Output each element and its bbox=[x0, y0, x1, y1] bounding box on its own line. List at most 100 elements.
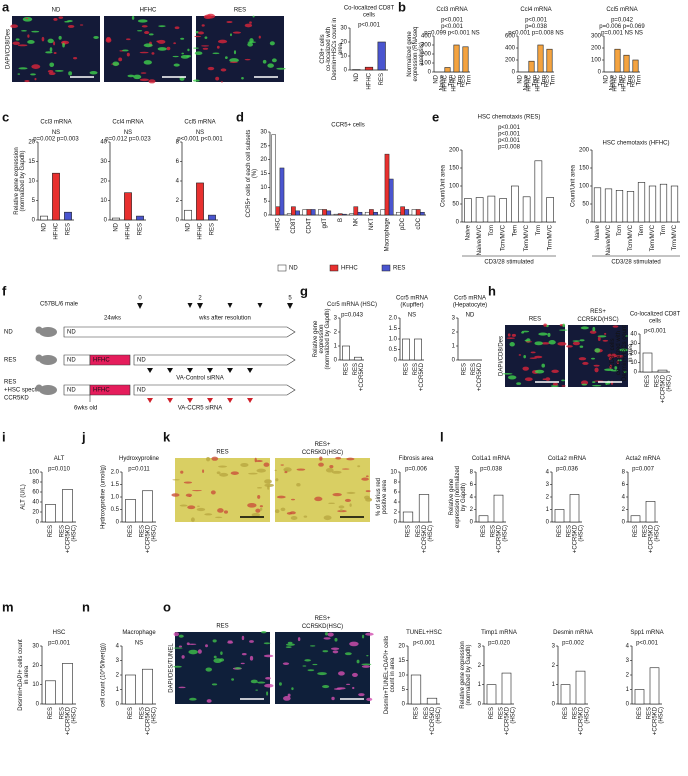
micrograph-feature bbox=[572, 341, 580, 346]
significance-label: ND bbox=[466, 313, 475, 319]
y-tick-label: 3 bbox=[546, 482, 550, 488]
micrograph-feature bbox=[346, 457, 355, 461]
micrograph-feature bbox=[335, 456, 342, 460]
x-tick-label: RES+CCR5KD(HSC) bbox=[59, 706, 77, 735]
micrograph-feature bbox=[276, 495, 286, 499]
y-tick-label: 0 bbox=[394, 358, 398, 364]
micrograph-feature bbox=[229, 58, 239, 63]
x-tick-label: RES bbox=[481, 525, 487, 537]
micrograph-feature bbox=[529, 357, 537, 359]
micrograph-feature bbox=[324, 632, 329, 636]
x-tick-label: HFHCTem bbox=[612, 74, 624, 91]
micrograph-feature bbox=[566, 345, 573, 348]
micrograph-feature bbox=[139, 51, 149, 54]
micrograph-feature bbox=[206, 699, 212, 703]
x-tick-label: RES bbox=[344, 363, 350, 375]
x-tick-label: HFHC bbox=[367, 72, 373, 89]
significance-label: p<0.001 bbox=[636, 641, 659, 647]
micrograph-feature bbox=[538, 332, 548, 336]
micrograph-feature bbox=[327, 632, 334, 637]
y-tick-label: 2 bbox=[478, 663, 482, 669]
sirna-marker bbox=[167, 398, 173, 403]
y-tick-label: 6 bbox=[622, 482, 626, 488]
y-axis-label: Normalized geneexpression (RNAseqanalysi… bbox=[407, 26, 425, 81]
panel-letter: m bbox=[2, 599, 14, 614]
micrograph-feature bbox=[241, 77, 244, 80]
bar bbox=[64, 211, 72, 221]
micrograph-feature bbox=[25, 17, 29, 20]
image-label: RES+ CCR5KD(HSC) bbox=[302, 616, 343, 630]
micrograph-feature bbox=[188, 649, 198, 655]
y-tick-label: 50 bbox=[582, 202, 589, 208]
bar bbox=[499, 198, 507, 223]
diet-label: ND bbox=[137, 388, 146, 394]
bar bbox=[342, 213, 347, 216]
bar bbox=[426, 697, 438, 705]
bar bbox=[286, 213, 292, 216]
micrograph-feature bbox=[212, 639, 217, 643]
y-tick-label: 1 bbox=[452, 344, 456, 350]
x-tick-label: HFHCTrm bbox=[451, 74, 463, 91]
y-tick-label: 10 bbox=[100, 198, 107, 204]
micrograph-feature bbox=[254, 457, 257, 463]
micrograph-feature bbox=[216, 45, 220, 49]
micrograph-feature bbox=[173, 647, 183, 649]
bar bbox=[184, 209, 192, 221]
micrograph-feature bbox=[530, 351, 536, 354]
y-tick-label: 30 bbox=[32, 644, 39, 650]
micrograph-feature bbox=[240, 462, 249, 467]
micrograph-feature bbox=[349, 641, 359, 647]
micrograph-feature bbox=[522, 366, 529, 371]
micrograph-feature bbox=[252, 15, 255, 18]
micrograph-feature bbox=[212, 52, 220, 55]
y-tick-label: 1 bbox=[116, 687, 120, 693]
micrograph-feature bbox=[226, 20, 233, 23]
bar bbox=[501, 672, 512, 705]
micrograph-feature bbox=[205, 644, 208, 648]
chart-title: Fibrosis area bbox=[399, 456, 434, 462]
x-tick-label: HFHCTrm bbox=[621, 74, 633, 91]
bar bbox=[326, 210, 332, 216]
micrograph-feature bbox=[593, 364, 600, 367]
micrograph-feature bbox=[286, 512, 293, 515]
x-tick-label: RES+CCR5KD bbox=[471, 362, 483, 391]
bar bbox=[487, 195, 496, 223]
y-axis-label: Hydroxyproline (umol/g) bbox=[101, 465, 107, 529]
y-tick-label: 2 bbox=[622, 507, 626, 513]
y-tick-label: 0 bbox=[36, 520, 40, 526]
micrograph-feature bbox=[197, 505, 200, 507]
micrograph-feature bbox=[302, 665, 307, 667]
chart-title: ALT bbox=[54, 456, 65, 462]
significance-label: p=0.010 bbox=[48, 467, 71, 473]
micrograph-feature bbox=[365, 497, 373, 502]
chart-title: Ccl3 mRNA bbox=[40, 120, 71, 126]
micrograph-feature bbox=[578, 357, 587, 361]
image-label: RES bbox=[234, 8, 246, 14]
y-tick-label: 400 bbox=[505, 46, 516, 52]
legend-label: ND bbox=[289, 266, 298, 272]
micrograph-feature bbox=[118, 57, 123, 62]
micrograph-feature bbox=[271, 58, 277, 63]
micrograph-feature bbox=[296, 468, 306, 471]
micrograph-feature bbox=[323, 515, 332, 521]
bar bbox=[112, 217, 120, 221]
bar bbox=[670, 185, 679, 223]
significance-label: p=0.020 bbox=[488, 641, 511, 647]
bar bbox=[486, 684, 497, 705]
sirna-marker bbox=[227, 368, 233, 373]
bar bbox=[478, 515, 489, 523]
micrograph-feature bbox=[285, 643, 295, 646]
micrograph-feature bbox=[18, 67, 28, 70]
micrograph-feature bbox=[609, 364, 612, 369]
y-tick-label: 80 bbox=[32, 480, 39, 486]
significance-label: p<0.001 bbox=[644, 329, 667, 335]
micrograph-feature bbox=[47, 69, 54, 73]
micrograph-feature bbox=[89, 71, 98, 75]
x-tick-label: HFHC bbox=[54, 222, 60, 239]
y-tick-label: 0 bbox=[470, 520, 474, 526]
bar bbox=[62, 663, 73, 705]
x-tick-label: RES bbox=[462, 363, 468, 375]
y-tick-label: 10 bbox=[340, 54, 347, 60]
x-tick-label: Naive/MVC bbox=[477, 224, 483, 255]
micrograph-feature bbox=[352, 686, 355, 690]
